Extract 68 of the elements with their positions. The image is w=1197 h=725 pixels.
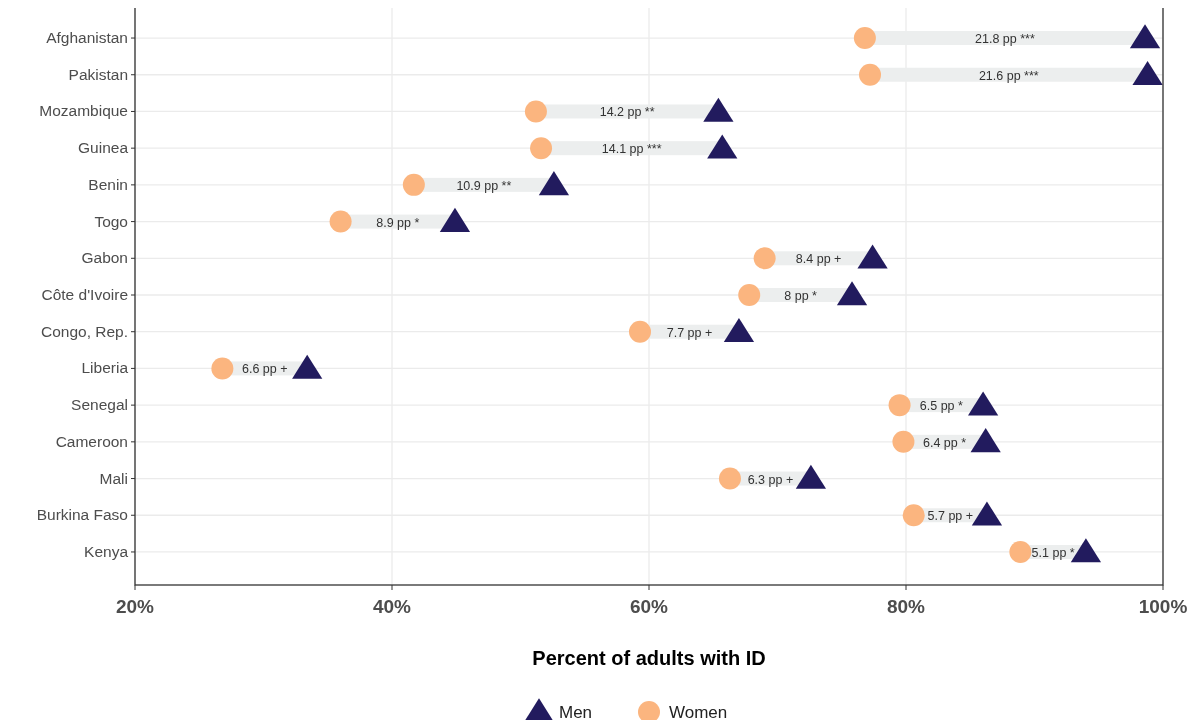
point <box>703 97 734 122</box>
data-label: 8 pp * <box>784 289 818 303</box>
y-tick-label: Côte d'Ivoire <box>41 286 128 303</box>
y-tick-label: Cameroon <box>55 432 128 450</box>
point <box>292 354 323 379</box>
point <box>970 428 1001 453</box>
x-tick-label: 100% <box>1138 596 1188 617</box>
point <box>723 317 755 343</box>
legend-label: Women <box>669 703 728 722</box>
data-label: 21.8 pp *** <box>975 32 1035 47</box>
point <box>1070 538 1102 563</box>
y-tick-label: Benin <box>88 175 128 193</box>
data-label: 10.9 pp ** <box>456 178 512 193</box>
y-tick-label: Senegal <box>71 396 128 414</box>
point <box>707 134 738 159</box>
point <box>753 247 776 270</box>
data-label: 6.4 pp * <box>923 435 967 450</box>
x-tick-label: 40% <box>372 596 412 617</box>
data-label: 14.1 pp *** <box>601 142 662 157</box>
y-tick-label: Pakistan <box>68 65 128 83</box>
data-label: 14.2 pp ** <box>599 105 655 120</box>
y-tick-label: Togo <box>94 212 128 230</box>
data-label: 5.7 pp + <box>927 509 974 524</box>
y-tick-label: Guinea <box>78 139 129 157</box>
x-axis-title: Percent of adults with ID <box>532 647 766 669</box>
point <box>1132 61 1163 86</box>
point <box>1129 24 1161 49</box>
y-tick-label: Kenya <box>84 542 129 560</box>
y-tick-label: Liberia <box>81 359 129 377</box>
point <box>859 63 882 86</box>
y-tick-label: Burkina Faso <box>36 506 128 524</box>
point <box>971 501 1003 526</box>
point <box>530 137 553 160</box>
point <box>538 171 570 196</box>
point <box>524 100 547 123</box>
y-tick-label: Congo, Rep. <box>40 322 128 340</box>
point <box>853 27 876 50</box>
legend-label: Men <box>559 703 593 722</box>
point <box>892 430 915 453</box>
x-tick-label: 60% <box>629 596 669 617</box>
point <box>329 210 352 233</box>
point <box>836 281 868 306</box>
y-tick-label: Mozambique <box>39 102 128 120</box>
point <box>718 467 741 490</box>
point <box>738 284 761 306</box>
point <box>439 207 471 232</box>
point <box>902 504 925 527</box>
data-label: 6.5 pp * <box>919 399 964 414</box>
x-tick-label: 20% <box>115 596 155 617</box>
data-label: 21.6 pp *** <box>978 68 1039 83</box>
y-tick-label: Afghanistan <box>46 29 128 47</box>
data-label: 6.6 pp + <box>242 362 288 377</box>
x-tick-label: 80% <box>886 596 926 617</box>
point <box>888 394 911 417</box>
point <box>629 320 652 343</box>
data-label: 8.9 pp * <box>376 215 420 230</box>
point <box>211 357 234 380</box>
data-label: 5.1 pp * <box>1031 545 1075 560</box>
point <box>1009 540 1032 563</box>
point <box>857 244 888 269</box>
point <box>795 464 827 489</box>
y-tick-label: Mali <box>99 469 128 487</box>
point <box>402 173 425 196</box>
data-label: 7.7 pp + <box>666 325 713 340</box>
point <box>967 391 999 416</box>
data-label: 6.3 pp + <box>747 472 794 487</box>
y-tick-label: Gabon <box>81 249 128 267</box>
data-label: 8.4 pp + <box>795 252 842 267</box>
